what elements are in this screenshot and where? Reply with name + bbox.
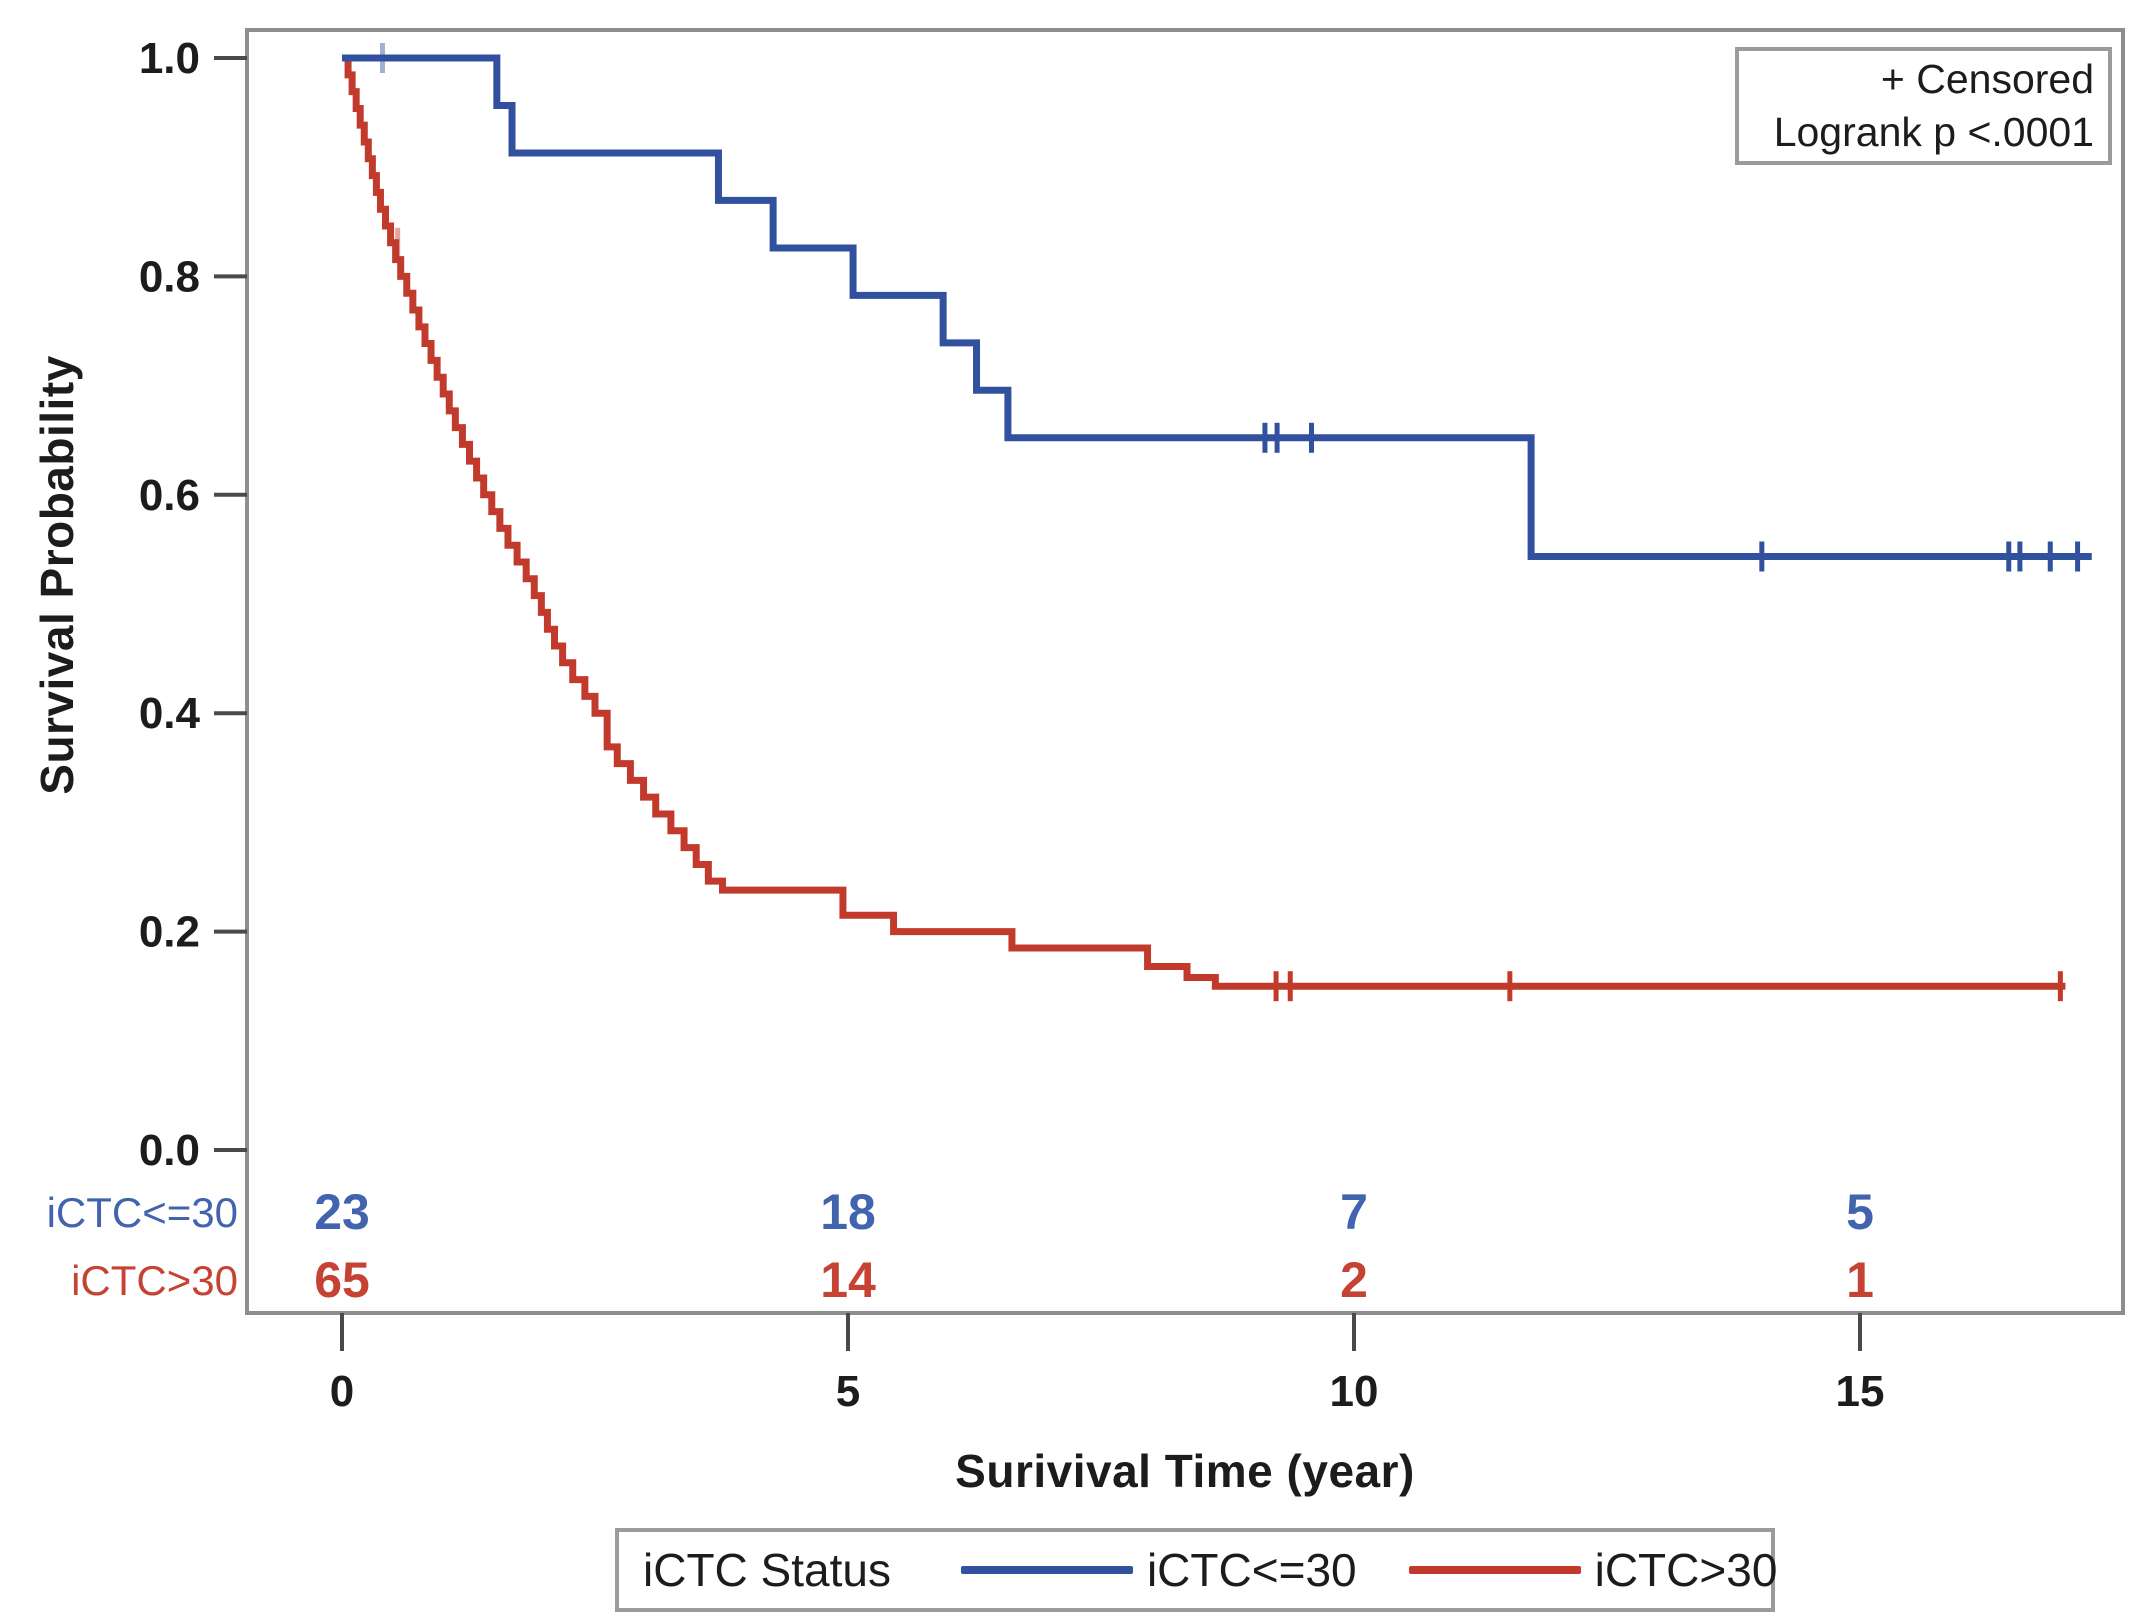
x-tick-label: 0 xyxy=(330,1367,354,1416)
km-curve-iCTC>30 xyxy=(342,54,2066,990)
legend-label-red: iCTC>30 xyxy=(1594,1544,1778,1596)
plot-frame xyxy=(245,28,2125,1315)
legend-red-line-swatch xyxy=(1408,1566,1581,1574)
legend-blue-line-swatch xyxy=(960,1566,1133,1574)
x-tick-label: 5 xyxy=(836,1367,860,1416)
at-risk-row-label-blue: iCTC<=30 xyxy=(46,1189,238,1236)
y-tick-label: 0.2 xyxy=(139,908,200,957)
km-curve-iCTC<=30 xyxy=(342,54,2092,560)
censored-note: + Censored xyxy=(1880,56,2094,102)
legend-title: iCTC Status xyxy=(643,1544,891,1596)
at-risk-count: 14 xyxy=(820,1252,876,1308)
logrank-pvalue: Logrank p <.0001 xyxy=(1773,109,2094,155)
y-tick-label: 0.4 xyxy=(139,689,201,738)
at-risk-count: 65 xyxy=(314,1252,370,1308)
at-risk-count: 23 xyxy=(314,1184,370,1240)
at-risk-row-label-red: iCTC>30 xyxy=(71,1257,238,1304)
annotation-box: + Censored Logrank p <.0001 xyxy=(1735,47,2112,165)
x-tick-label: 10 xyxy=(1330,1367,1379,1416)
x-axis-title: Surivival Time (year) xyxy=(955,1445,1415,1497)
at-risk-count: 1 xyxy=(1846,1252,1874,1308)
at-risk-count: 7 xyxy=(1340,1184,1368,1240)
at-risk-count: 5 xyxy=(1846,1184,1874,1240)
y-tick-label: 0.0 xyxy=(139,1126,200,1175)
legend: iCTC Status iCTC<=30 iCTC>30 xyxy=(615,1528,1778,1612)
y-tick-label: 1.0 xyxy=(139,34,200,83)
y-axis-title: Survival Probability xyxy=(31,355,83,795)
legend-label-blue: iCTC<=30 xyxy=(1146,1544,1357,1596)
at-risk-count: 2 xyxy=(1340,1252,1368,1308)
x-tick-label: 15 xyxy=(1836,1367,1885,1416)
at-risk-count: 18 xyxy=(820,1184,876,1240)
y-tick-label: 0.8 xyxy=(139,252,200,301)
y-tick-label: 0.6 xyxy=(139,471,200,520)
